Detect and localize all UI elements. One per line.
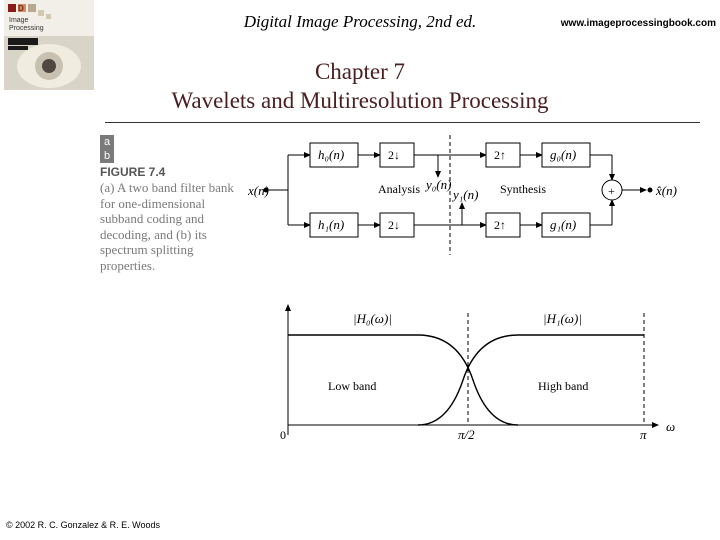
svg-text:Analysis: Analysis [378,182,420,196]
book-cover-thumbnail: D Image Processing [4,0,94,90]
svg-text:g₀(n): g₀(n) [550,147,576,162]
svg-text:Low band: Low band [328,379,376,393]
figure-label: FIGURE 7.4 [100,165,235,179]
figure-diagram: x(n) h₀(n) 2↓ 2↑ g₀(n) [248,135,698,465]
svg-text:2↓: 2↓ [388,218,400,232]
figure-caption: (a) A two band filter bank for one-dimen… [100,180,235,274]
svg-text:h₀(n): h₀(n) [318,147,344,162]
svg-text:x(n): x(n) [248,183,269,198]
figure-caption-column: a b FIGURE 7.4 (a) A two band filter ban… [100,135,235,274]
page-header: D Image Processing Digital Image Process… [0,0,720,50]
copyright-text: © 2002 R. C. Gonzalez & R. E. Woods [6,520,160,530]
svg-text:Processing: Processing [9,25,44,32]
svg-text:High band: High band [538,379,588,393]
svg-text:x̂(n): x̂(n) [655,183,677,198]
svg-text:2↑: 2↑ [494,218,506,232]
svg-text:g₁(n): g₁(n) [550,217,576,232]
svg-text:D: D [18,4,24,13]
tag-a: a [100,135,114,149]
diagram-a-filterbank: x(n) h₀(n) 2↓ 2↑ g₀(n) [248,135,677,255]
svg-text:0: 0 [280,428,286,442]
svg-text:π/2: π/2 [458,427,475,442]
svg-text:|H₀(ω)|: |H₀(ω)| [353,311,392,326]
website-url: www.imageprocessingbook.com [561,18,716,29]
svg-text:Synthesis: Synthesis [500,182,546,196]
svg-text:h₁(n): h₁(n) [318,217,344,232]
svg-text:y₁(n): y₁(n) [451,187,478,202]
svg-text:y₀(n): y₀(n) [424,177,451,192]
diagram-b-spectrum: |H₀(ω)| |H₁(ω)| Low band High band 0 π/2… [280,305,675,442]
svg-text:|H₁(ω)|: |H₁(ω)| [543,311,582,326]
svg-text:π: π [640,427,647,442]
book-title: Digital Image Processing, 2nd ed. [244,12,477,32]
divider [105,122,700,123]
svg-text:2↓: 2↓ [388,148,400,162]
chapter-title: Wavelets and Multiresolution Processing [0,87,720,116]
chapter-heading: Chapter 7 Wavelets and Multiresolution P… [0,58,720,116]
tag-b: b [100,149,114,163]
cover-text-image: Image [9,17,29,24]
chapter-number: Chapter 7 [0,58,720,87]
svg-text:ω: ω [666,419,675,434]
svg-text:+: + [608,184,615,198]
subfigure-tags: a b [100,135,235,163]
svg-text:2↑: 2↑ [494,148,506,162]
